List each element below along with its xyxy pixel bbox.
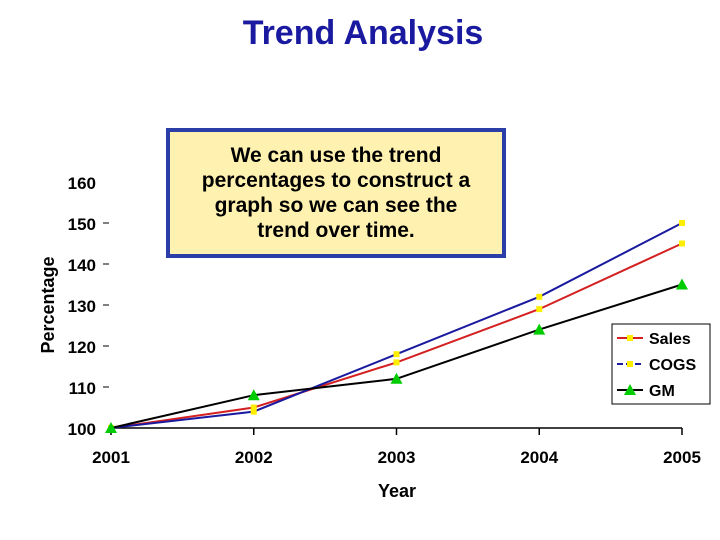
x-axis-label: Year — [378, 481, 416, 501]
line-sales — [110, 242, 683, 429]
callout-box: We can use the trend percentages to cons… — [166, 128, 506, 258]
marker-cogs-2004 — [536, 293, 543, 300]
x-tick-label: 2002 — [235, 448, 273, 467]
y-tick-label: 110 — [69, 379, 96, 398]
x-tick-label: 2001 — [92, 448, 130, 467]
chart-title: Trend Analysis — [242, 14, 484, 52]
marker-gm-2005 — [676, 278, 688, 290]
legend-marker-gm — [624, 384, 636, 395]
marker-gm-2003 — [390, 372, 403, 384]
y-tick-label: 100 — [68, 420, 96, 439]
marker-sales-2003 — [393, 359, 400, 366]
y-tick-label: 130 — [68, 297, 96, 316]
y-tick-label: 140 — [68, 256, 96, 275]
marker-sales-2004 — [536, 306, 543, 313]
marker-cogs-2003 — [393, 351, 400, 358]
legend: Sales COGS GM — [611, 323, 711, 405]
y-tick-label: 150 — [68, 215, 96, 234]
marker-cogs-2005 — [679, 220, 685, 226]
legend-label-gm: GM — [649, 383, 675, 400]
series-lines — [105, 220, 688, 433]
legend-marker-cogs — [627, 361, 633, 367]
legend-label-cogs: COGS — [649, 357, 696, 374]
callout-line-2: percentages to construct a — [201, 169, 471, 192]
marker-cogs-2002 — [250, 408, 257, 415]
marker-gm-2001 — [105, 422, 117, 433]
x-tick-label: 2003 — [378, 448, 416, 467]
marker-gm-2002 — [247, 389, 260, 401]
callout-line-1: We can use the trend — [230, 144, 442, 167]
legend-label-sales: Sales — [649, 331, 691, 348]
y-tick-label: 120 — [68, 338, 96, 357]
legend-marker-sales — [627, 335, 633, 341]
x-tick-label: 2004 — [520, 448, 558, 467]
marker-sales-2002 — [250, 404, 257, 411]
marker-gm-2004 — [533, 323, 546, 335]
axes: 100 110 120 130 140 150 160 2001 2002 2003 2004 200… — [38, 174, 701, 501]
series-sales — [108, 240, 685, 431]
y-axis-label: Percentage — [38, 256, 58, 353]
callout-line-3: graph so we can see the — [214, 194, 458, 217]
y-tick-label: 160 — [68, 174, 96, 193]
series-gm — [105, 278, 688, 433]
x-tick-label: 2005 — [663, 448, 701, 467]
callout-line-4: trend over time. — [257, 219, 415, 242]
marker-sales-2005 — [679, 240, 685, 247]
